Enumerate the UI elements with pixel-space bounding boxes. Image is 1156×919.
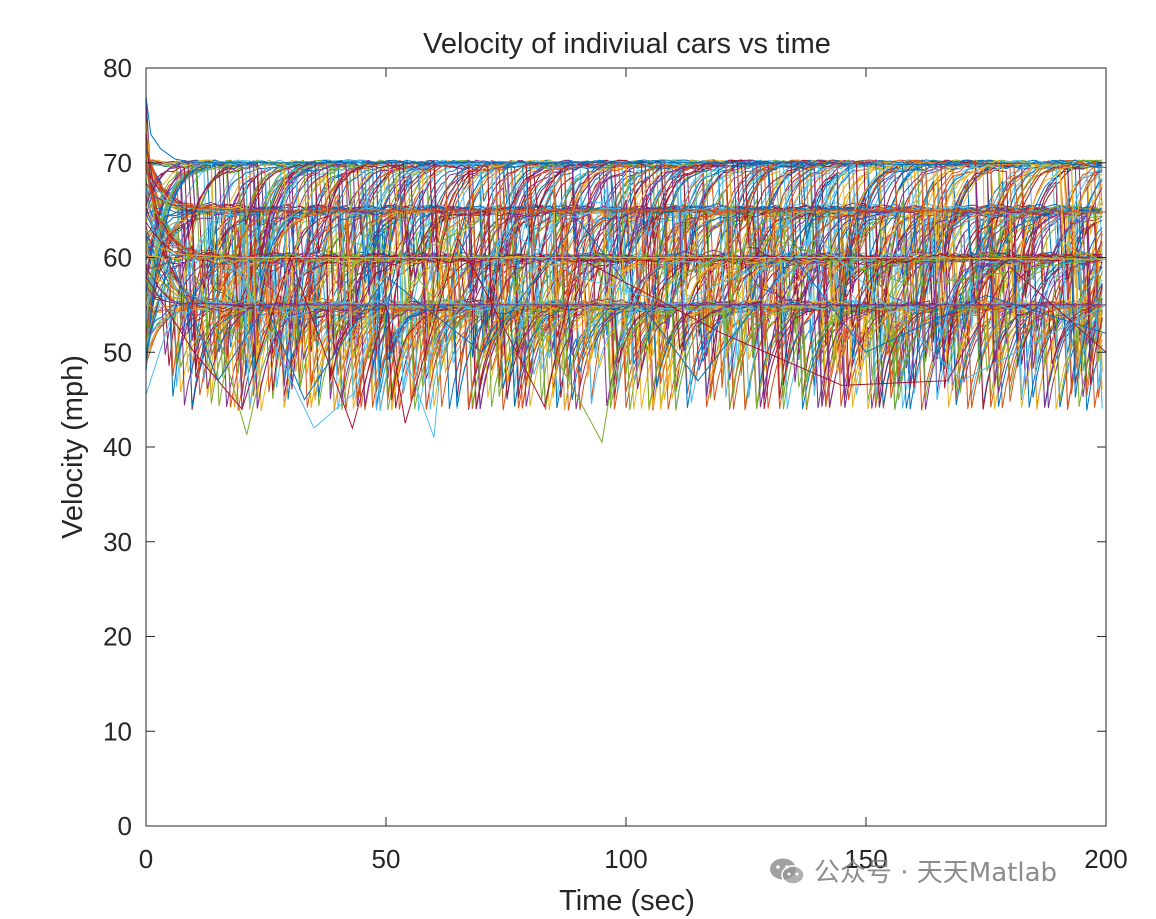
y-tick-label: 40 bbox=[103, 432, 132, 462]
series-line bbox=[145, 143, 1107, 213]
series-line bbox=[145, 228, 1107, 438]
series-line bbox=[145, 159, 1103, 409]
y-tick-label: 30 bbox=[103, 527, 132, 557]
y-tick-label: 50 bbox=[103, 337, 132, 367]
series-line bbox=[145, 200, 1107, 444]
wechat-icon bbox=[770, 858, 805, 885]
x-tick-label: 200 bbox=[1084, 844, 1127, 874]
y-tick-label: 20 bbox=[103, 622, 132, 652]
chart-title: Velocity of indiviual cars vs time bbox=[423, 28, 831, 60]
watermark: 公众号 · 天天Matlab bbox=[768, 852, 1057, 889]
series-line bbox=[145, 162, 1103, 407]
x-tick-label: 0 bbox=[139, 844, 153, 874]
series-line bbox=[145, 159, 1103, 408]
series-line bbox=[145, 160, 1103, 370]
series-line bbox=[145, 221, 1103, 264]
series-lines bbox=[145, 96, 1107, 444]
series-line bbox=[145, 218, 1107, 401]
series-line bbox=[145, 159, 1103, 385]
series-line bbox=[145, 159, 1103, 385]
watermark-text: 公众号 · 天天Matlab bbox=[814, 858, 1058, 888]
series-line bbox=[145, 160, 1103, 304]
series-line bbox=[145, 228, 1107, 260]
y-tick-label: 10 bbox=[103, 716, 132, 746]
series-line bbox=[145, 96, 1107, 168]
series-line bbox=[145, 161, 1103, 371]
series-line bbox=[145, 237, 1107, 430]
x-axis-ticks: 0 50 100 150 200 bbox=[139, 68, 1128, 874]
y-tick-label: 80 bbox=[103, 53, 132, 83]
series-line bbox=[145, 242, 1103, 407]
y-tick-label: 70 bbox=[103, 148, 132, 178]
x-tick-label: 50 bbox=[372, 844, 401, 874]
series-line bbox=[145, 206, 1103, 411]
y-tick-label: 60 bbox=[103, 243, 132, 273]
x-tick-label: 150 bbox=[844, 844, 887, 874]
x-axis-label: Time (sec) bbox=[559, 885, 695, 917]
y-axis-label: Velocity (mph) bbox=[57, 355, 89, 539]
y-axis-ticks: 0 10 20 30 40 50 60 70 80 bbox=[103, 53, 1106, 841]
series-line bbox=[145, 159, 1103, 386]
series-line bbox=[145, 182, 1103, 409]
x-tick-label: 100 bbox=[604, 844, 647, 874]
series-line bbox=[145, 134, 1103, 387]
series-line bbox=[145, 251, 1103, 285]
y-tick-label: 0 bbox=[118, 811, 132, 841]
